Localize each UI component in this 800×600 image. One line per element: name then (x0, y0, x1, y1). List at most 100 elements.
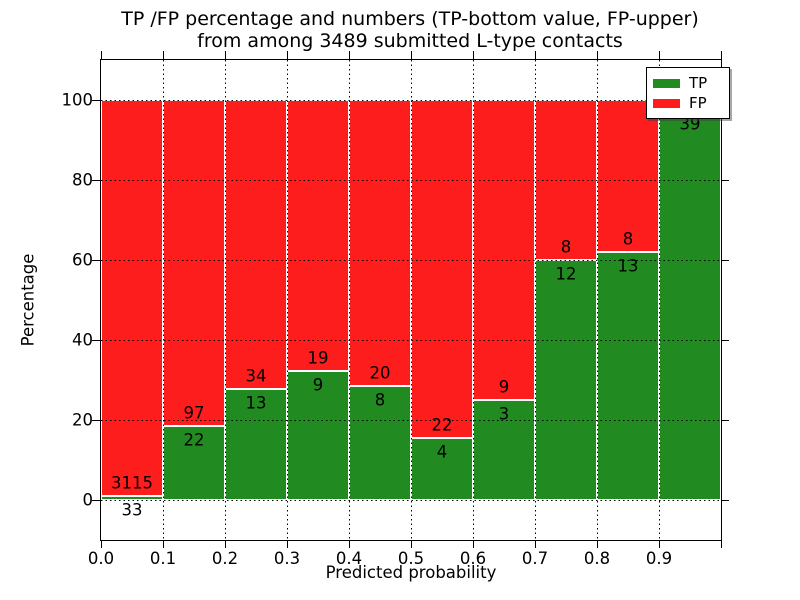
y-tick-left (92, 419, 100, 422)
x-tick-bottom (348, 540, 351, 548)
tp-count-label: 39 (679, 114, 701, 134)
plot-area: Percentage Predicted probability TP FP 3… (19, 51, 730, 582)
x-tick-top (410, 51, 413, 59)
tp-count-label: 13 (245, 393, 267, 413)
x-tick-bottom (658, 540, 661, 548)
fp-count-label: 8 (560, 237, 572, 257)
x-tick-top (162, 51, 165, 59)
x-gridline (225, 60, 226, 540)
x-tick-label: 0.7 (521, 549, 549, 568)
x-tick-top (472, 51, 475, 59)
tp-count-label: 12 (555, 264, 577, 284)
fp-count-label: 20 (369, 363, 391, 383)
x-tick-bottom (224, 540, 227, 548)
x-tick-label: 0.8 (583, 549, 611, 568)
bar-segment-tp (225, 389, 287, 500)
x-tick-label: 0.3 (273, 549, 301, 568)
bar-segment-fp (225, 100, 287, 390)
x-tick-top (658, 51, 661, 59)
legend-label-fp: FP (689, 94, 707, 112)
bar-segment-fp (101, 100, 163, 496)
legend: TP FP (646, 67, 730, 119)
x-tick-top (348, 51, 351, 59)
x-tick-bottom (410, 540, 413, 548)
bar-segment-fp (349, 100, 411, 386)
y-tick-left (92, 99, 100, 102)
bar-segment-tp (473, 400, 535, 500)
x-axis-label: Predicted probability (325, 563, 497, 582)
fp-count-label: 9 (498, 377, 510, 397)
tp-count-label: 9 (312, 375, 324, 395)
bar-segment-fp (411, 100, 473, 439)
x-tick-label: 0.9 (645, 549, 673, 568)
y-tick-label: 80 (72, 170, 93, 190)
y-tick-right (721, 339, 729, 342)
x-tick-bottom (286, 540, 289, 548)
bar-segment-tp (101, 495, 163, 500)
x-gridline (473, 60, 474, 540)
bar-segment-tp (597, 252, 659, 500)
bar-segment-tp (163, 426, 225, 500)
tp-color-swatch (653, 78, 680, 88)
bar-segment-fp (287, 100, 349, 372)
fp-count-label: 8 (622, 229, 634, 249)
y-tick-left (92, 179, 100, 182)
x-gridline (287, 60, 288, 540)
y-tick-label: 60 (72, 250, 93, 270)
x-gridline (535, 60, 536, 540)
x-gridline (349, 60, 350, 540)
legend-item-tp: TP (653, 73, 723, 93)
x-tick-bottom (472, 540, 475, 548)
y-tick-left (92, 499, 100, 502)
bar-segment-fp (163, 100, 225, 427)
y-tick-label: 20 (72, 410, 93, 430)
x-gridline (411, 60, 412, 540)
tp-count-label: 33 (121, 500, 143, 520)
x-tick-bottom (100, 540, 103, 548)
x-tick-label: 0.1 (149, 549, 177, 568)
chart-title-line2: from among 3489 submitted L-type contact… (197, 30, 623, 52)
y-tick-right (721, 419, 729, 422)
tp-count-label: 8 (374, 390, 386, 410)
x-tick-bottom (162, 540, 165, 548)
chart-title-line1: TP /FP percentage and numbers (TP-bottom… (121, 8, 699, 30)
x-tick-top (720, 51, 723, 59)
y-tick-right (721, 259, 729, 262)
x-tick-top (224, 51, 227, 59)
fp-count-label: 3115 (111, 473, 153, 493)
x-tick-label: 0.6 (459, 549, 487, 568)
y-tick-label: 0 (82, 490, 94, 510)
fp-count-label: 22 (431, 415, 453, 435)
tp-count-label: 22 (183, 430, 205, 450)
tp-count-label: 13 (617, 256, 639, 276)
x-tick-bottom (720, 540, 723, 548)
x-tick-top (596, 51, 599, 59)
x-tick-label: 0.5 (397, 549, 425, 568)
x-tick-label: 0.0 (87, 549, 115, 568)
y-tick-left (92, 339, 100, 342)
fp-count-label: 34 (245, 366, 267, 386)
x-tick-top (534, 51, 537, 59)
y-tick-right (721, 499, 729, 502)
fp-count-label: 97 (183, 403, 205, 423)
bar-segment-tp (349, 385, 411, 500)
x-gridline (163, 60, 164, 540)
y-tick-label: 40 (72, 330, 93, 350)
fp-count-label: 19 (307, 348, 329, 368)
y-tick-left (92, 259, 100, 262)
legend-label-tp: TP (689, 74, 708, 92)
bar-segment-tp (659, 110, 721, 500)
bar-segment-tp (535, 260, 597, 500)
x-tick-bottom (596, 540, 599, 548)
y-tick-right (721, 179, 729, 182)
x-gridline (597, 60, 598, 540)
bar-segment-fp (473, 100, 535, 400)
legend-item-fp: FP (653, 93, 723, 113)
x-gridline (659, 60, 660, 540)
tp-count-label: 3 (498, 404, 510, 424)
tp-count-label: 4 (436, 442, 448, 462)
x-tick-bottom (534, 540, 537, 548)
x-tick-top (286, 51, 289, 59)
chart-title: TP /FP percentage and numbers (TP-bottom… (100, 8, 720, 52)
